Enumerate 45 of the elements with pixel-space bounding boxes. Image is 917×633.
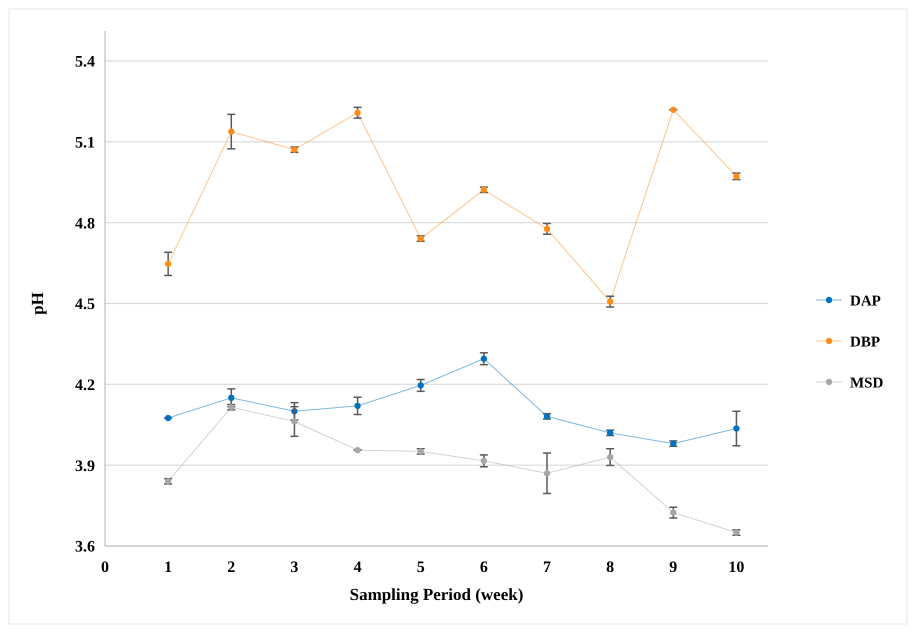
- legend-label: DAP: [850, 293, 881, 310]
- point: [480, 458, 488, 464]
- y-tick-label: 5.4: [75, 54, 95, 71]
- x-tick-label: 1: [164, 559, 172, 576]
- y-tick-label: 4.2: [75, 376, 95, 394]
- x-axis-title: Sampling Period (week): [350, 585, 524, 604]
- y-tick-label: 4.5: [75, 296, 95, 314]
- y-tick-label: 5.1: [75, 134, 95, 152]
- x-tick-label: 8: [606, 559, 614, 576]
- point: [606, 454, 614, 460]
- point: [670, 509, 676, 516]
- point: [291, 418, 298, 425]
- y-axis-title: pH: [28, 292, 47, 315]
- point: [354, 402, 361, 410]
- point: [354, 446, 361, 454]
- point: [670, 440, 676, 447]
- x-tick-label: 0: [101, 559, 109, 576]
- x-tick-label: 6: [480, 559, 488, 576]
- x-tick-label: 3: [290, 559, 298, 576]
- y-tick-label: 3.6: [75, 538, 95, 556]
- point: [480, 356, 488, 362]
- point: [544, 470, 550, 476]
- point: [164, 260, 172, 268]
- x-tick-label: 5: [416, 559, 425, 576]
- x-tick-label: 4: [354, 559, 362, 576]
- point: [164, 414, 172, 422]
- y-tick-label: 4.8: [75, 215, 95, 232]
- legend-label: DBP: [850, 334, 880, 350]
- y-tick-label: 3.9: [75, 458, 95, 475]
- point: [228, 404, 234, 410]
- x-tick-label: 9: [669, 559, 678, 576]
- point: [606, 298, 614, 305]
- point: [418, 235, 424, 242]
- point: [228, 394, 234, 402]
- point: [418, 448, 424, 455]
- x-tick-label: 2: [227, 559, 236, 576]
- point: [670, 106, 676, 113]
- x-tick-label: 7: [543, 559, 551, 576]
- point: [228, 128, 234, 135]
- point: [733, 425, 740, 432]
- point: [354, 110, 361, 116]
- legend-label: MSD: [850, 375, 884, 392]
- point: [418, 382, 424, 389]
- point: [544, 226, 550, 232]
- x-tick-label: 10: [728, 559, 744, 576]
